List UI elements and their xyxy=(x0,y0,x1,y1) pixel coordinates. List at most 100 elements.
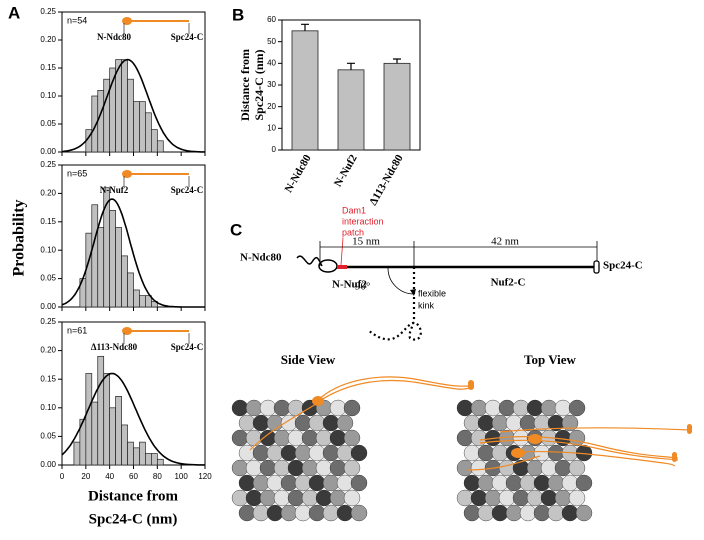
tubulin-sphere xyxy=(308,504,326,522)
x-tick-label: N-Nuf2 xyxy=(332,152,360,189)
microtubule-render xyxy=(231,399,593,522)
tubulin-sphere xyxy=(456,429,474,447)
tubulin-sphere xyxy=(266,474,284,492)
y-tick-label: 0.05 xyxy=(40,432,56,441)
y-tick-label: 0.20 xyxy=(40,35,56,44)
annotation: flexible xyxy=(418,288,446,298)
tubulin-sphere xyxy=(273,489,291,507)
histogram-bar xyxy=(145,112,152,153)
tubulin-sphere xyxy=(568,459,586,477)
tubulin-sphere xyxy=(540,489,558,507)
label: N-Ndc80 xyxy=(240,252,282,264)
x-tick-label: 120 xyxy=(198,472,212,481)
y-tick-label: 0.20 xyxy=(40,346,56,355)
fit-curve xyxy=(61,198,205,308)
tubulin-sphere xyxy=(477,504,495,522)
tubulin-sphere xyxy=(336,444,354,462)
tubulin-sphere xyxy=(463,474,481,492)
bar xyxy=(291,30,319,151)
histogram-bar xyxy=(156,140,164,153)
tubulin-sphere xyxy=(456,489,474,507)
histogram-bar xyxy=(139,295,146,308)
inset-label: N-Nuf2 xyxy=(100,185,129,195)
histogram-bar xyxy=(121,424,128,466)
histogram-bar xyxy=(121,59,128,153)
tubulin-sphere xyxy=(238,474,256,492)
tubulin-sphere xyxy=(477,474,495,492)
angle-arc xyxy=(387,267,415,295)
tubulin-sphere xyxy=(575,504,593,522)
n-terminal-tail xyxy=(296,255,323,267)
tubulin-sphere xyxy=(463,414,481,432)
histogram-bar xyxy=(103,373,111,466)
histogram-bar xyxy=(115,396,122,466)
histogram-bar xyxy=(127,441,134,466)
tubulin-sphere xyxy=(336,474,354,492)
tubulin-sphere xyxy=(252,504,270,522)
inset-label: Spc24-C xyxy=(171,185,204,195)
tubulin-sphere xyxy=(484,489,502,507)
tubulin-sphere xyxy=(329,399,347,417)
fit-curve xyxy=(61,372,206,466)
y-tick-label: 50 xyxy=(267,37,276,46)
tubulin-sphere xyxy=(308,444,326,462)
rod-end xyxy=(593,260,600,274)
histogram-bar xyxy=(133,101,140,153)
tubulin-sphere xyxy=(315,459,333,477)
histogram-bar xyxy=(109,407,116,466)
y-tick-label: 0.15 xyxy=(40,217,56,226)
inset-molecule xyxy=(122,327,132,335)
tubulin-sphere xyxy=(343,399,361,417)
tubulin-sphere xyxy=(266,444,284,462)
tubulin-sphere xyxy=(294,444,312,462)
histogram-bar xyxy=(151,129,158,153)
tubulin-sphere xyxy=(463,444,481,462)
y-axis-label: Distance from xyxy=(238,49,252,121)
tubulin-sphere xyxy=(245,489,263,507)
tubulin-sphere xyxy=(287,399,305,417)
y-axis-label: Probability xyxy=(11,199,28,276)
tubulin-sphere xyxy=(463,504,481,522)
tubulin-sphere xyxy=(238,414,256,432)
tubulin-sphere xyxy=(252,414,270,432)
x-tick-label: 20 xyxy=(81,472,90,481)
pointer xyxy=(340,237,344,266)
tubulin-sphere xyxy=(322,444,340,462)
histogram-bar xyxy=(127,78,134,153)
tubulin-sphere xyxy=(294,504,312,522)
inset-label: N-Ndc80 xyxy=(97,32,131,42)
y-axis-label: Spc24-C (nm) xyxy=(252,49,266,120)
tubulin-sphere xyxy=(350,444,368,462)
tubulin-sphere xyxy=(245,459,263,477)
histogram-bar xyxy=(156,458,164,466)
label: Spc24-C xyxy=(603,260,643,272)
histogram-bar xyxy=(133,447,140,466)
tubulin-sphere xyxy=(231,459,249,477)
y-tick-label: 10 xyxy=(267,123,276,132)
panel-label: C xyxy=(230,220,242,239)
y-tick-label: 60 xyxy=(267,15,276,24)
y-tick-label: 20 xyxy=(267,102,276,111)
tubulin-sphere xyxy=(561,414,579,432)
tubulin-sphere xyxy=(568,489,586,507)
x-tick-label: 80 xyxy=(153,472,162,481)
histogram-bar xyxy=(127,272,134,308)
bar xyxy=(383,62,411,151)
histogram-bar xyxy=(109,210,116,308)
histogram-bar xyxy=(97,355,105,466)
inset-label: Spc24-C xyxy=(171,342,204,352)
tubulin-sphere xyxy=(491,444,509,462)
tubulin-sphere xyxy=(231,399,249,417)
x-tick-label: 40 xyxy=(105,472,114,481)
panel-label: B xyxy=(232,5,244,24)
tubulin-sphere xyxy=(456,399,474,417)
tubulin-sphere xyxy=(301,429,319,447)
histogram-bar xyxy=(145,453,152,466)
x-tick-label: 60 xyxy=(129,472,138,481)
tubulin-sphere xyxy=(308,414,326,432)
dam1-patch xyxy=(337,265,347,269)
tubulin-sphere xyxy=(280,444,298,462)
tubulin-sphere xyxy=(519,474,537,492)
fit-curve xyxy=(61,58,205,153)
